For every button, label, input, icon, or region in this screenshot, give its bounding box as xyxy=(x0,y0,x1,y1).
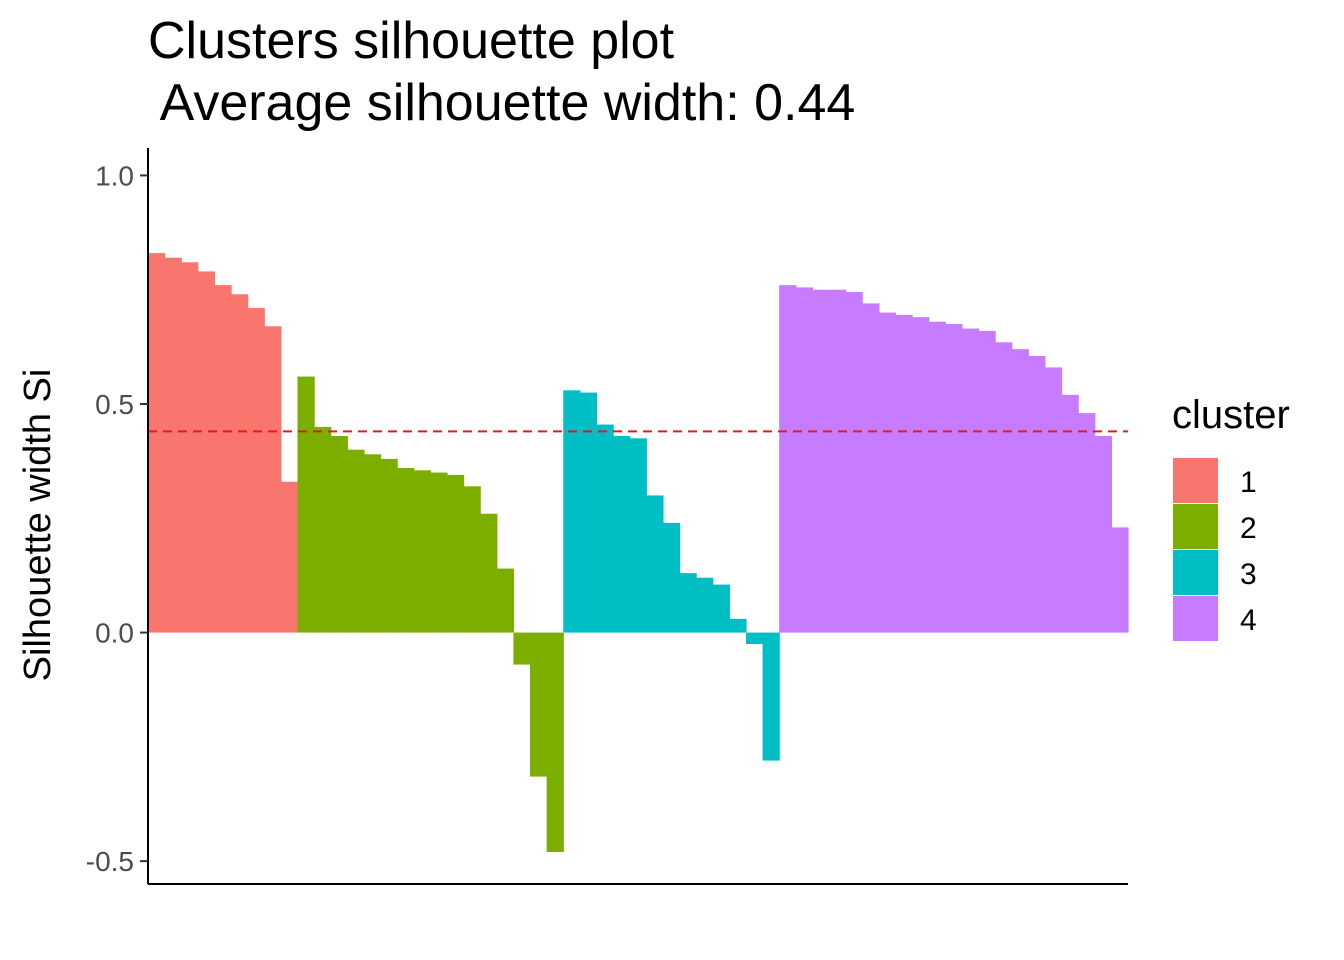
legend-label-2: 2 xyxy=(1240,512,1257,545)
bar-cluster-2-10 xyxy=(446,474,465,633)
bar-cluster-3-3 xyxy=(596,424,614,633)
legend-key-4 xyxy=(1173,596,1218,641)
bar-cluster-4-13 xyxy=(978,330,996,633)
legend-title: cluster xyxy=(1172,393,1290,437)
bar-cluster-4-4 xyxy=(829,289,847,633)
bar-cluster-2-8 xyxy=(413,470,431,633)
bar-cluster-2-12 xyxy=(480,513,498,633)
bar-cluster-2-3 xyxy=(330,436,348,633)
bar-cluster-1-7 xyxy=(247,308,265,633)
bar-cluster-4-19 xyxy=(1078,413,1096,633)
legend-label-4: 4 xyxy=(1240,604,1257,637)
legend-label-1: 1 xyxy=(1240,466,1257,499)
axes-layer: -0.5 0.0 0.5 1.0 xyxy=(86,148,1128,885)
bar-cluster-3-13 xyxy=(762,632,780,761)
bar-cluster-1-8 xyxy=(264,326,282,633)
bar-cluster-2-16 xyxy=(546,632,564,852)
bar-cluster-2-2 xyxy=(314,426,332,633)
bar-cluster-4-21 xyxy=(1111,527,1129,633)
bar-cluster-2-9 xyxy=(430,472,448,633)
bar-cluster-4-2 xyxy=(795,287,814,633)
legend-key-1 xyxy=(1173,458,1218,503)
y-tick-label: 0.5 xyxy=(95,389,134,420)
bar-cluster-4-1 xyxy=(779,285,797,633)
bar-cluster-4-12 xyxy=(961,328,980,633)
bar-cluster-3-9 xyxy=(696,577,714,633)
y-axis-title: Silhouette width Si xyxy=(17,369,59,682)
bar-cluster-3-12 xyxy=(745,632,764,644)
bar-cluster-2-4 xyxy=(347,449,365,633)
bars-layer xyxy=(148,253,1129,852)
bar-cluster-3-7 xyxy=(662,522,681,633)
bar-cluster-4-16 xyxy=(1028,356,1046,633)
bar-cluster-3-5 xyxy=(629,438,647,633)
bar-cluster-4-6 xyxy=(862,303,880,633)
bar-cluster-4-18 xyxy=(1061,394,1079,633)
chart-title: Clusters silhouette plot xyxy=(148,12,675,70)
bar-cluster-4-11 xyxy=(945,324,963,633)
bar-cluster-4-8 xyxy=(895,314,913,633)
legend: cluster 1 2 3 4 xyxy=(1172,393,1290,641)
legend-key-2 xyxy=(1173,504,1218,549)
bar-cluster-3-6 xyxy=(646,495,664,633)
bar-cluster-4-14 xyxy=(995,342,1013,633)
y-tick-label: 0.0 xyxy=(95,618,134,649)
legend-label-3: 3 xyxy=(1240,558,1257,591)
bar-cluster-3-11 xyxy=(729,618,747,633)
legend-key-3 xyxy=(1173,550,1218,595)
bar-cluster-1-5 xyxy=(214,285,232,633)
bar-cluster-4-10 xyxy=(928,321,946,633)
y-tick-label: -0.5 xyxy=(86,846,134,877)
bar-cluster-2-15 xyxy=(530,632,548,777)
bar-cluster-2-7 xyxy=(397,468,415,633)
bar-cluster-1-4 xyxy=(197,271,216,633)
bar-cluster-4-7 xyxy=(878,312,897,633)
bar-cluster-2-1 xyxy=(297,376,315,633)
bar-cluster-2-14 xyxy=(513,632,531,665)
bar-cluster-1-9 xyxy=(280,481,299,633)
y-tick-label: 1.0 xyxy=(95,160,134,191)
bar-cluster-4-20 xyxy=(1094,436,1112,633)
bar-cluster-2-5 xyxy=(363,454,382,633)
bar-cluster-3-4 xyxy=(613,436,631,633)
bar-cluster-2-11 xyxy=(463,486,481,633)
bar-cluster-4-15 xyxy=(1011,349,1029,633)
bar-cluster-4-17 xyxy=(1044,367,1063,633)
bar-cluster-4-9 xyxy=(912,317,930,633)
bar-cluster-4-3 xyxy=(812,289,830,633)
bar-cluster-2-6 xyxy=(380,458,398,633)
bar-cluster-3-1 xyxy=(563,390,581,633)
bar-cluster-2-13 xyxy=(496,568,515,633)
bar-cluster-3-8 xyxy=(679,573,697,633)
bar-cluster-1-2 xyxy=(164,257,182,633)
bar-cluster-3-10 xyxy=(712,584,730,633)
bar-cluster-1-1 xyxy=(148,253,166,633)
bar-cluster-1-6 xyxy=(231,294,249,633)
bar-cluster-4-5 xyxy=(845,292,863,633)
bar-cluster-3-2 xyxy=(579,392,598,633)
chart-subtitle: Average silhouette width: 0.44 xyxy=(148,74,855,132)
bar-cluster-1-3 xyxy=(181,262,199,633)
